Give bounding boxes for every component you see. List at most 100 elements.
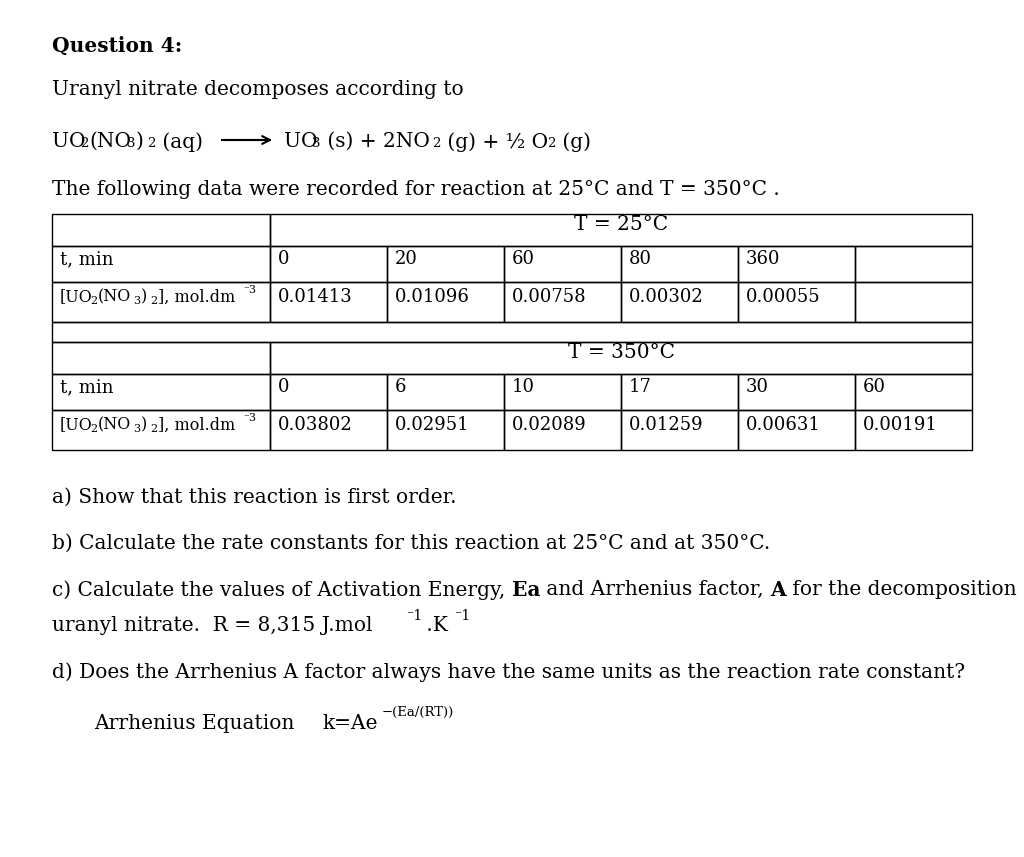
Text: ): ) [136, 132, 144, 151]
Text: 60: 60 [863, 378, 886, 396]
Text: ): ) [141, 417, 147, 434]
Bar [621, 246, 738, 282]
Text: (s) + 2NO: (s) + 2NO [321, 132, 430, 151]
Bar [504, 282, 621, 322]
Text: 0.01413: 0.01413 [278, 288, 352, 306]
Text: T = 25°C: T = 25°C [573, 215, 668, 234]
Bar [738, 374, 855, 410]
Text: (NO: (NO [89, 132, 131, 151]
Text: ], mol.dm: ], mol.dm [158, 417, 236, 434]
Text: 0.00302: 0.00302 [629, 288, 703, 306]
Bar [52, 342, 270, 374]
Text: Ea: Ea [512, 580, 540, 600]
Text: 0: 0 [278, 378, 290, 396]
Text: 17: 17 [629, 378, 652, 396]
Text: c) Calculate the values of Activation Energy,: c) Calculate the values of Activation En… [52, 580, 512, 600]
Bar [855, 246, 972, 282]
Text: 0.01259: 0.01259 [629, 416, 703, 434]
Text: 2: 2 [80, 137, 88, 150]
Bar [738, 282, 855, 322]
Bar [52, 410, 270, 450]
Text: [UO: [UO [60, 289, 93, 306]
Bar [52, 282, 270, 322]
Text: 0.02951: 0.02951 [395, 416, 470, 434]
Bar [387, 246, 504, 282]
Text: 10: 10 [512, 378, 535, 396]
Text: 2: 2 [147, 137, 156, 150]
Bar [738, 246, 855, 282]
Text: 3: 3 [312, 137, 321, 150]
Bar [621, 410, 738, 450]
Text: The following data were recorded for reaction at 25°C and T = 350°C .: The following data were recorded for rea… [52, 180, 779, 199]
Text: 3: 3 [133, 296, 140, 306]
Text: ⁻1: ⁻1 [406, 609, 422, 623]
Text: 3: 3 [133, 424, 140, 434]
Text: 0.02089: 0.02089 [512, 416, 587, 434]
Text: −(Ea/(RT)): −(Ea/(RT)) [382, 706, 455, 719]
Bar [270, 282, 387, 322]
Bar [621, 374, 738, 410]
Bar [270, 342, 972, 374]
Text: d) Does the Arrhenius A factor always have the same units as the reaction rate c: d) Does the Arrhenius A factor always ha… [52, 662, 966, 681]
Text: t, min: t, min [60, 250, 114, 268]
Bar [387, 410, 504, 450]
Text: Arrhenius Equation: Arrhenius Equation [94, 714, 294, 733]
Text: (g): (g) [556, 132, 591, 152]
Text: 2: 2 [432, 137, 440, 150]
Text: 2: 2 [90, 296, 97, 306]
Bar [855, 374, 972, 410]
Text: and Arrhenius factor,: and Arrhenius factor, [540, 580, 770, 599]
Text: ): ) [141, 289, 147, 306]
Text: 0.00758: 0.00758 [512, 288, 587, 306]
Bar [52, 214, 270, 246]
Text: Uranyl nitrate decomposes according to: Uranyl nitrate decomposes according to [52, 80, 464, 99]
Text: t, min: t, min [60, 378, 114, 396]
Bar [504, 246, 621, 282]
Bar [855, 282, 972, 322]
Text: uranyl nitrate.  R = 8,315 J.mol: uranyl nitrate. R = 8,315 J.mol [52, 616, 373, 635]
Text: 60: 60 [512, 250, 535, 268]
Text: ], mol.dm: ], mol.dm [158, 289, 236, 306]
Text: 2: 2 [90, 424, 97, 434]
Text: UO: UO [52, 132, 85, 151]
Bar [52, 374, 270, 410]
Text: .K: .K [420, 616, 447, 635]
Text: ⁻3: ⁻3 [243, 413, 256, 423]
Text: (aq): (aq) [156, 132, 203, 152]
Text: 20: 20 [395, 250, 418, 268]
Text: (NO: (NO [98, 289, 131, 306]
Text: 0.00055: 0.00055 [746, 288, 820, 306]
Text: ⁻1: ⁻1 [454, 609, 470, 623]
Bar [52, 246, 270, 282]
Text: 6: 6 [395, 378, 407, 396]
Bar [387, 374, 504, 410]
Text: Question 4:: Question 4: [52, 36, 182, 56]
Text: 30: 30 [746, 378, 769, 396]
Text: UO: UO [284, 132, 317, 151]
Text: 80: 80 [629, 250, 652, 268]
Text: (NO: (NO [98, 417, 131, 434]
Text: ⁻3: ⁻3 [243, 285, 256, 295]
Text: 360: 360 [746, 250, 780, 268]
Bar [270, 374, 387, 410]
Text: 0: 0 [278, 250, 290, 268]
Bar [621, 282, 738, 322]
Text: for the decomposition of: for the decomposition of [785, 580, 1024, 599]
Text: [UO: [UO [60, 417, 93, 434]
Text: 0.01096: 0.01096 [395, 288, 470, 306]
Text: (g) + ½ O: (g) + ½ O [441, 132, 548, 152]
Text: T = 350°C: T = 350°C [567, 343, 675, 362]
Text: 0.00191: 0.00191 [863, 416, 938, 434]
Bar [270, 214, 972, 246]
Text: 0.00631: 0.00631 [746, 416, 821, 434]
Text: 2: 2 [150, 296, 157, 306]
Bar [270, 410, 387, 450]
Bar [270, 246, 387, 282]
Bar [504, 410, 621, 450]
Text: 0.03802: 0.03802 [278, 416, 352, 434]
Bar [387, 282, 504, 322]
Text: 3: 3 [127, 137, 135, 150]
Bar [738, 410, 855, 450]
Text: a) Show that this reaction is first order.: a) Show that this reaction is first orde… [52, 488, 457, 507]
Text: A: A [770, 580, 785, 600]
